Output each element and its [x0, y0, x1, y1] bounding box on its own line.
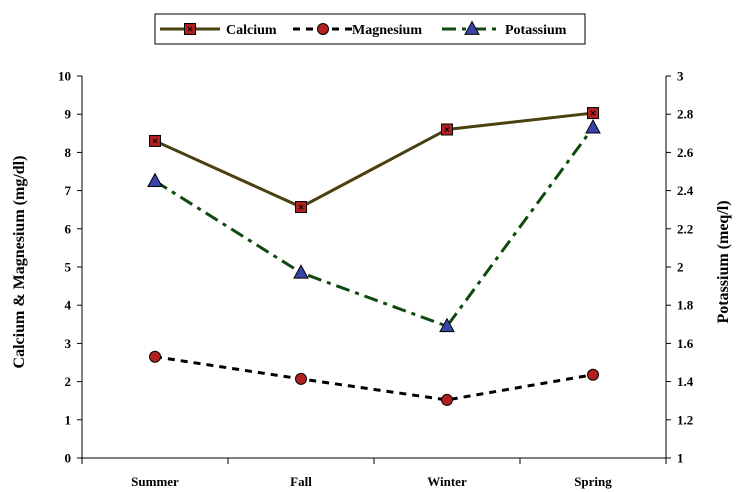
y-axis-left-title: Calcium & Magnesium (mg/dl) [11, 156, 28, 369]
y-right-tick-label: 2.8 [677, 107, 694, 122]
y-right-tick-label: 2.4 [677, 183, 694, 198]
calcium-marker-cross [298, 204, 304, 210]
y-left-tick-label: 10 [58, 69, 71, 84]
series-layer [147, 107, 601, 406]
legend-box [154, 13, 586, 45]
y-right-tick-label: 2.6 [677, 145, 694, 160]
magnesium-marker [317, 23, 329, 35]
potassium-marker [293, 264, 309, 279]
potassium-marker [439, 317, 455, 333]
calcium-series [149, 107, 599, 214]
legend: Calcium Magnesium Potassium [154, 13, 586, 45]
legend-item-calcium: Calcium [160, 23, 277, 38]
legend-label: Calcium [226, 23, 277, 38]
calcium-marker-cross [590, 110, 596, 116]
y-right-tick-label: 1.4 [677, 374, 694, 389]
y-left-tick-label: 3 [65, 336, 72, 351]
calcium-marker-cross [444, 127, 450, 132]
axes: 0 1 2 3 4 5 6 7 8 9 10 1 1.2 1.4 1.6 1.8 2 2.2 2.4 2.6 2.8 3 S… [58, 69, 694, 490]
x-tick-label: Winter [427, 474, 467, 489]
y-left-tick-label: 4 [65, 298, 72, 313]
potassium-marker [585, 119, 601, 134]
calcium-line [154, 111, 594, 209]
y-left-tick-label: 5 [65, 260, 72, 275]
x-tick-label: Summer [131, 474, 179, 489]
y-right-tick-label: 3 [677, 69, 684, 84]
y-right-tick-label: 2.2 [677, 221, 693, 236]
y-left-tick-label: 9 [65, 107, 72, 122]
magnesium-marker [149, 350, 161, 363]
y-right-tick-label: 2 [677, 260, 684, 275]
legend-item-magnesium: Magnesium [293, 23, 422, 38]
y-left-tick-label: 7 [65, 183, 72, 198]
legend-item-potassium: Potassium [442, 20, 567, 38]
y-left-tick-label: 8 [65, 145, 72, 160]
y-axis-right-title: Potassium (meq/l) [715, 200, 732, 323]
y-right-tick-label: 1.6 [677, 336, 694, 351]
x-tick-label: Fall [290, 474, 312, 489]
magnesium-series [149, 350, 599, 406]
y-right-tick-label: 1 [677, 451, 684, 466]
magnesium-marker [441, 393, 453, 406]
y-left-tick-label: 1 [65, 412, 72, 427]
x-tick-label: Spring [574, 474, 612, 489]
magnesium-marker [587, 368, 599, 381]
magnesium-marker [295, 372, 307, 385]
legend-label: Magnesium [352, 23, 422, 38]
y-right-tick-label: 1.8 [677, 298, 694, 313]
y-left-tick-label: 6 [65, 221, 72, 236]
legend-label: Potassium [505, 23, 567, 38]
y-left-tick-label: 2 [65, 374, 72, 389]
y-right-tick-label: 1.2 [677, 412, 693, 427]
calcium-marker-cross [152, 138, 158, 144]
potassium-marker [147, 172, 163, 187]
potassium-line [154, 126, 595, 329]
potassium-series [147, 119, 601, 333]
calcium-marker-cross [187, 26, 193, 32]
magnesium-line [154, 355, 594, 402]
y-left-tick-label: 0 [65, 451, 72, 466]
potassium-marker [464, 20, 480, 35]
